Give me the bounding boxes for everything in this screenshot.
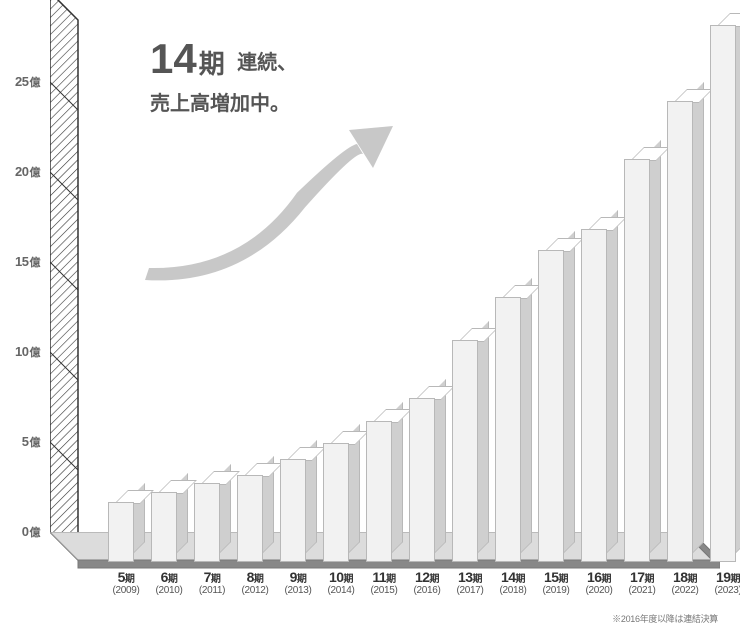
bar <box>538 250 562 560</box>
y-tick-label: 20億 <box>0 164 40 180</box>
bar <box>194 483 218 560</box>
bar <box>710 25 734 560</box>
bar <box>624 159 648 560</box>
x-tick-label: 6期(2010) <box>155 570 182 596</box>
headline: 14期 連続、 売上高増加中。 <box>150 35 297 116</box>
bar <box>667 101 691 560</box>
x-tick-label: 14期(2018) <box>499 570 526 596</box>
x-tick-label: 11期(2015) <box>370 570 397 596</box>
x-tick-label: 19期(2023) <box>714 570 740 596</box>
headline-suffix: 期 <box>199 49 225 79</box>
bar <box>323 443 347 560</box>
x-tick-label: 15期(2019) <box>542 570 569 596</box>
y-tick-label: 15億 <box>0 254 40 270</box>
bar <box>237 475 261 560</box>
x-tick-label: 18期(2022) <box>671 570 698 596</box>
x-tick-label: 9期(2013) <box>284 570 311 596</box>
y-tick-label: 10億 <box>0 344 40 360</box>
x-tick-label: 5期(2009) <box>112 570 139 596</box>
headline-number: 14 <box>150 35 197 82</box>
x-tick-label: 8期(2012) <box>241 570 268 596</box>
bar <box>581 229 605 560</box>
bar <box>495 297 519 560</box>
x-tick-label: 13期(2017) <box>456 570 483 596</box>
x-tick-label: 7期(2011) <box>199 570 225 596</box>
bar <box>409 398 433 560</box>
y-tick-label: 25億 <box>0 74 40 90</box>
x-tick-label: 10期(2014) <box>327 570 354 596</box>
x-tick-label: 16期(2020) <box>585 570 612 596</box>
bar <box>108 502 132 560</box>
y-tick-label: 5億 <box>0 434 40 450</box>
footnote: ※2016年度以降は連結決算 <box>612 612 718 625</box>
growth-arrow-icon <box>135 110 405 290</box>
bar <box>151 492 175 560</box>
chart-canvas: 0億5億10億15億20億25億30億 5期(2009)6期(2010)7期(2… <box>0 0 740 633</box>
x-tick-label: 12期(2016) <box>413 570 440 596</box>
bar <box>452 340 476 560</box>
bar <box>280 459 304 560</box>
x-tick-label: 17期(2021) <box>628 570 655 596</box>
y-tick-label: 0億 <box>0 524 40 540</box>
headline-tail1: 連続、 <box>237 52 297 74</box>
bar <box>366 421 390 560</box>
